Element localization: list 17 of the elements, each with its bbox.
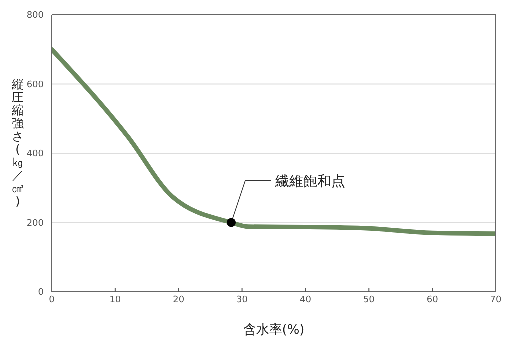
y-tick-label: 0 [38, 288, 44, 298]
x-tick-label: 10 [110, 295, 122, 306]
text: 縦圧縮強さ(㎏／㎠) [12, 78, 24, 208]
x-tick-label: 40 [300, 295, 312, 306]
x-tick-label: 60 [426, 295, 439, 306]
x-tick-label: 20 [173, 295, 185, 306]
annotation: 繊維飽和点 [274, 174, 346, 190]
y-tick-label: 400 [26, 150, 44, 160]
y-tick-label: 200 [26, 218, 44, 229]
x-axis-title: 含水率(%) [243, 322, 305, 338]
x-tick-label: 0 [49, 295, 56, 306]
y-tick-label: 600 [26, 80, 44, 90]
x-tick-label: 30 [236, 295, 248, 306]
y-tick-label: 800 [26, 11, 44, 22]
line-series [52, 47, 496, 236]
x-tick-label: 70 [490, 295, 502, 306]
x-tick-label: 50 [363, 295, 376, 306]
